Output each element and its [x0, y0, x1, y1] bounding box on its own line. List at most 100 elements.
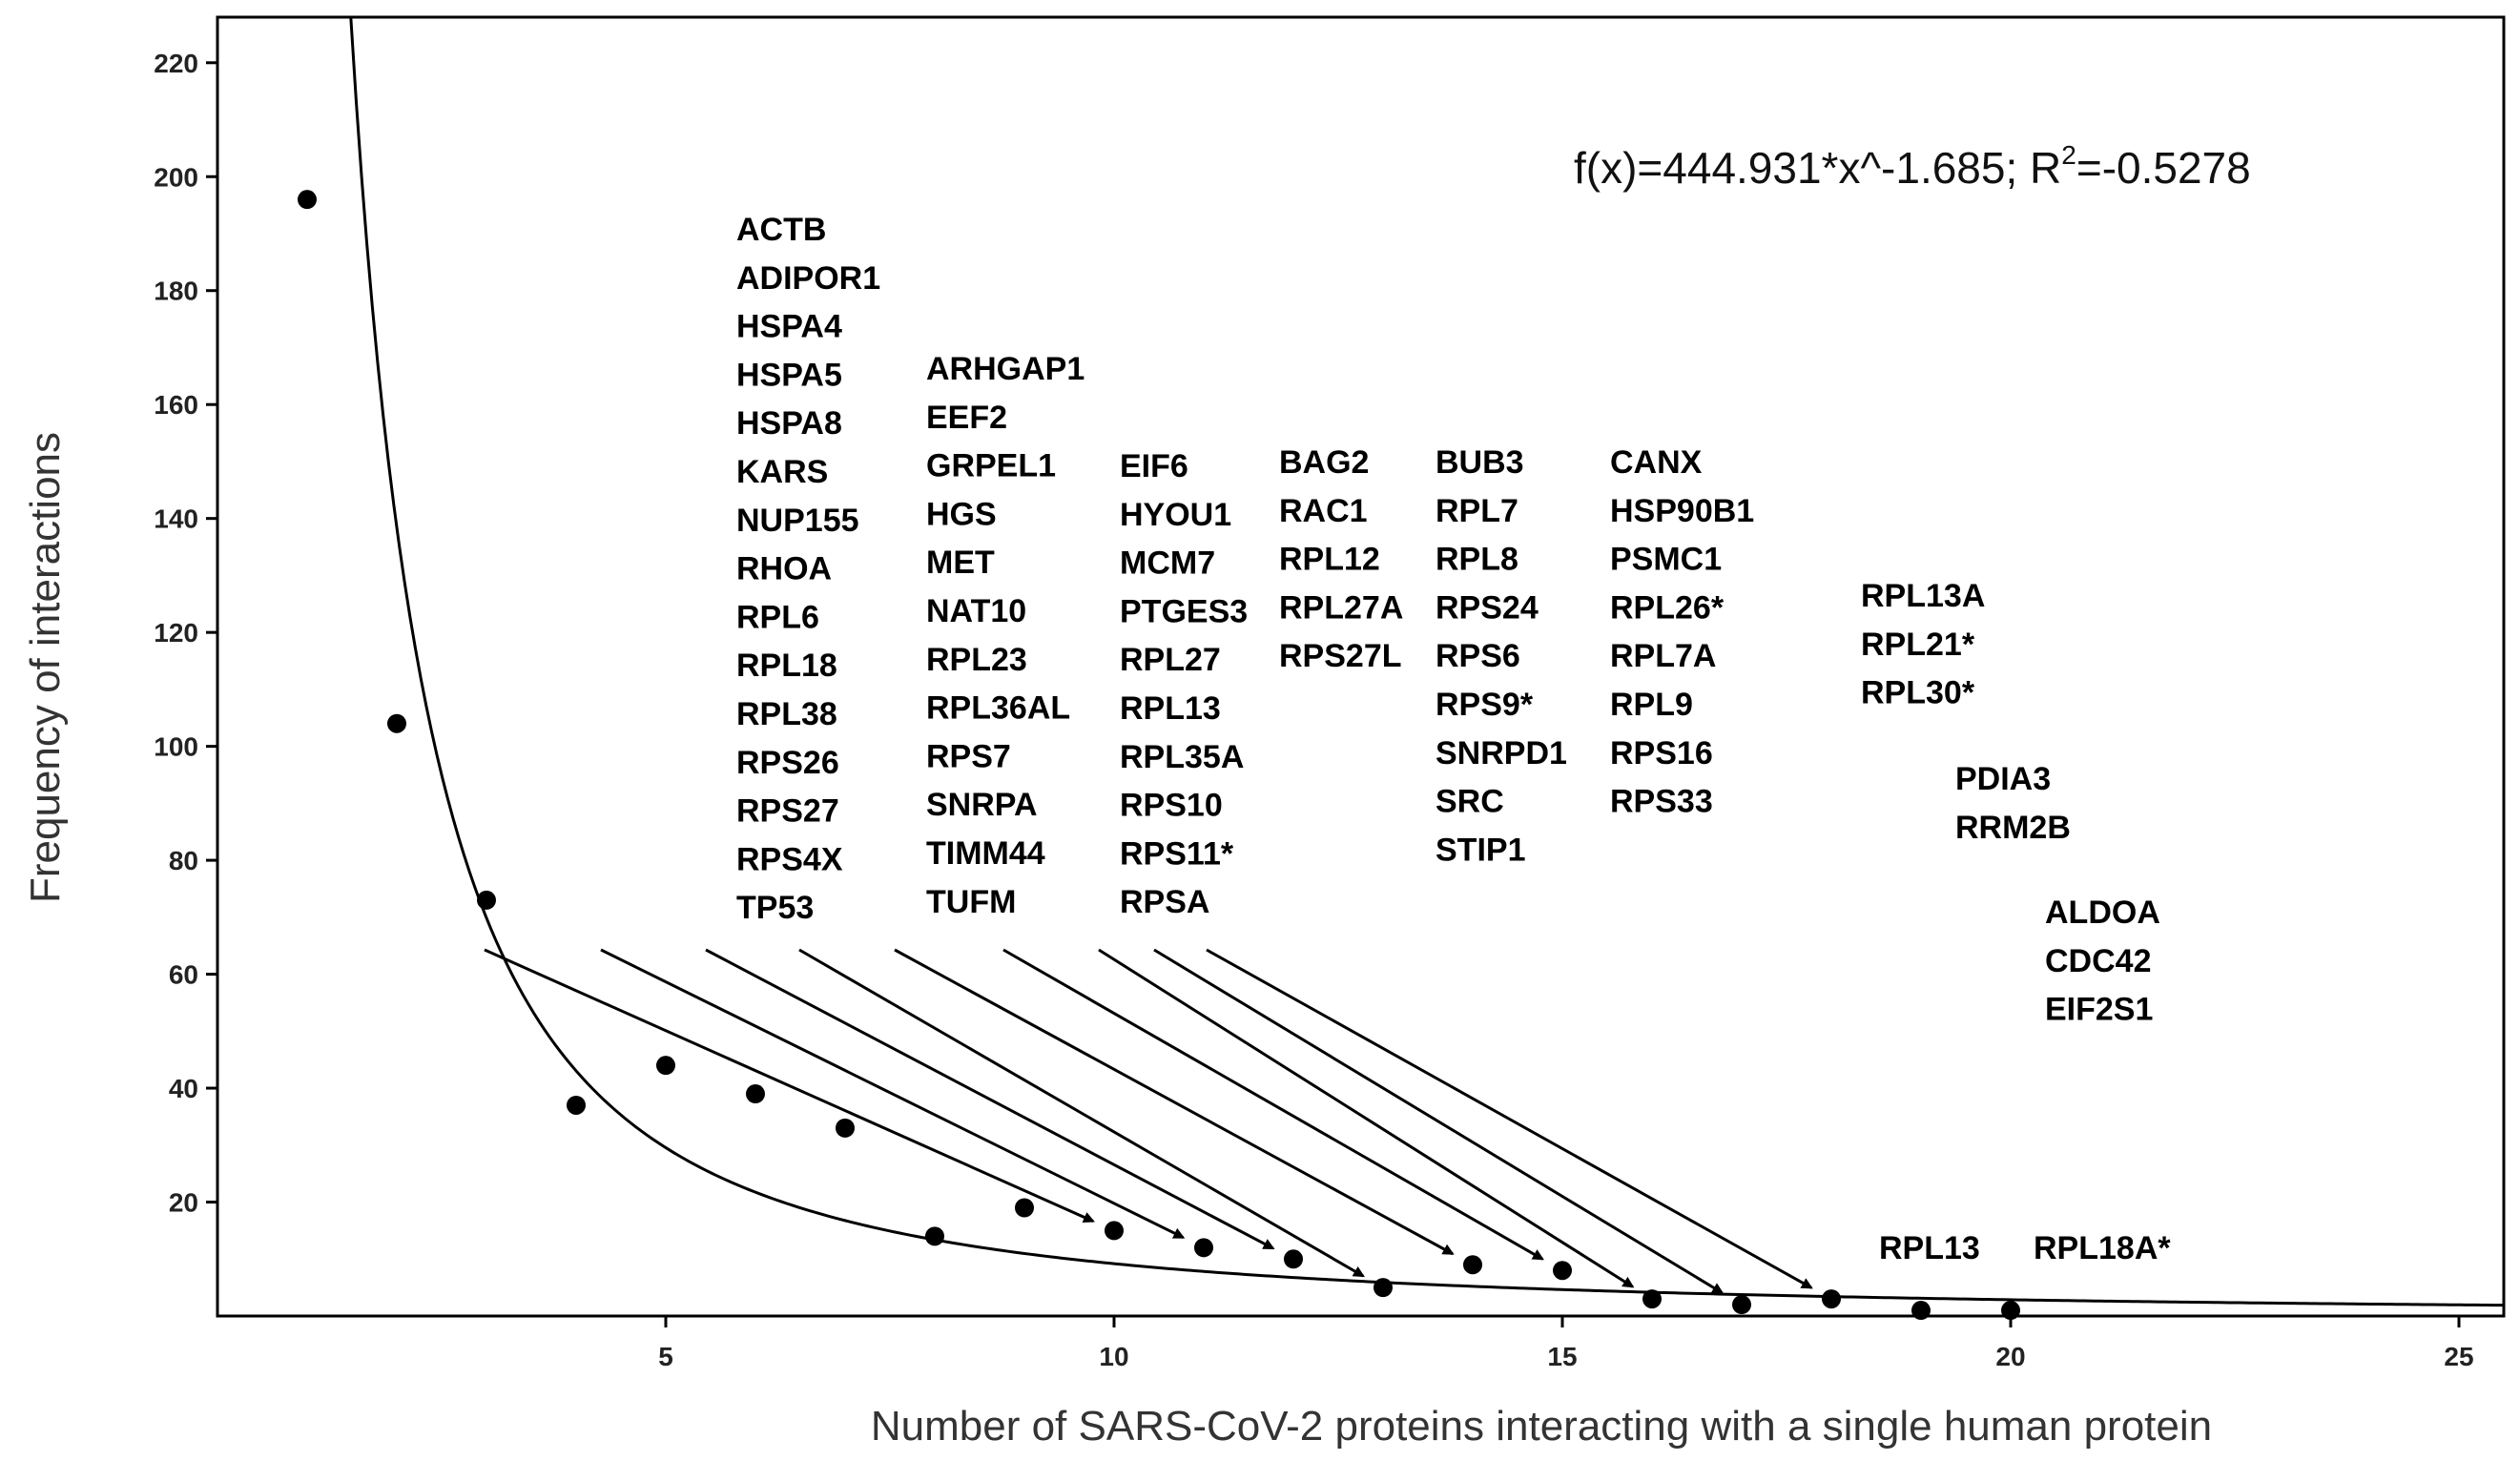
gene-label: RPL36AL: [926, 690, 1070, 727]
gene-label: RPS10: [1120, 788, 1223, 824]
data-point: [387, 713, 406, 733]
y-tick-label: 100: [154, 732, 198, 762]
data-point: [1822, 1289, 1841, 1309]
data-point: [1194, 1238, 1213, 1258]
gene-label: SNRPD1: [1436, 735, 1567, 771]
x-axis-title: Number of SARS-CoV-2 proteins interactin…: [871, 1403, 2212, 1450]
gene-label: HYOU1: [1120, 497, 1231, 533]
gene-label: RPL13A: [1861, 578, 1985, 614]
annotation-arrow: [705, 948, 1275, 1250]
x-tick-label: 5: [658, 1342, 673, 1371]
y-tick-label: 80: [169, 846, 198, 875]
gene-label: RPS4X: [736, 841, 843, 877]
y-tick-label: 20: [169, 1188, 198, 1218]
data-point: [2001, 1301, 2020, 1321]
data-point: [746, 1084, 765, 1104]
gene-label: SRC: [1436, 784, 1504, 820]
gene-label: HSPA5: [736, 357, 842, 393]
annotation-arrow: [1206, 948, 1813, 1289]
gene-label: HSP90B1: [1610, 493, 1754, 529]
annotation-group: ALDOA CDC42 EIF2S1: [1206, 895, 2160, 1289]
gene-label: RPS27L: [1279, 638, 1402, 674]
x-tick-label: 10: [1099, 1342, 1128, 1371]
data-point: [567, 1095, 586, 1115]
data-point: [1911, 1301, 1931, 1321]
gene-label: RPS26: [736, 745, 839, 781]
gene-label: RPL30*: [1861, 675, 1975, 711]
gene-label: RPL26*: [1610, 589, 1725, 626]
x-tick-label: 25: [2444, 1342, 2473, 1371]
y-tick-label: 120: [154, 618, 198, 648]
data-points: [298, 190, 2020, 1321]
gene-label: RPL9: [1610, 687, 1693, 723]
gene-label: CANX: [1610, 444, 1703, 481]
y-tick-label: 60: [169, 960, 198, 990]
gene-label: SNRPA: [926, 787, 1038, 823]
gene-label: PTGES3: [1120, 593, 1248, 629]
y-tick-label: 180: [154, 277, 198, 306]
gene-label: RPL8: [1436, 542, 1518, 578]
gene-label: EEF2: [926, 400, 1007, 436]
gene-label: TIMM44: [926, 835, 1045, 872]
gene-label: NUP155: [736, 503, 859, 539]
data-point: [1374, 1278, 1393, 1298]
annotation-arrow: [1098, 948, 1635, 1288]
data-point: [925, 1226, 944, 1246]
x-tick-label: 20: [1995, 1342, 2025, 1371]
gene-label: RPL7A: [1610, 638, 1716, 674]
gene-label: RPSA: [1120, 884, 1209, 920]
y-tick-label: 160: [154, 390, 198, 420]
gene-label: RRM2B: [1955, 810, 2071, 846]
fit-formula-tail: =-0.5278: [2076, 143, 2251, 193]
gene-label: NAT10: [926, 593, 1026, 629]
y-tick-label: 40: [169, 1074, 198, 1103]
gene-label: ALDOA: [2045, 895, 2160, 931]
annotation-group: RPL13A RPL21* RPL30*: [1098, 578, 1985, 1288]
gene-label: ACTB: [736, 212, 826, 248]
data-point: [298, 190, 317, 210]
annotation-arrow: [484, 948, 1095, 1224]
gene-label: HGS: [926, 496, 997, 532]
fit-formula-main: f(x)=444.931*x^-1.685; R: [1574, 143, 2061, 193]
gene-label: EIF6: [1120, 448, 1188, 484]
gene-label: RPS11*: [1120, 835, 1234, 872]
gene-label: BAG2: [1279, 444, 1369, 481]
data-point: [1553, 1261, 1572, 1281]
gene-label: TUFM: [926, 884, 1016, 920]
annotation-arrow: [1153, 948, 1725, 1294]
plot-frame: [216, 15, 2506, 1318]
data-point: [1105, 1221, 1124, 1241]
y-tick-label: 220: [154, 49, 198, 78]
data-point: [477, 890, 496, 910]
annotation-arrow: [1002, 948, 1544, 1261]
fit-formula: f(x)=444.931*x^-1.685; R2=-0.5278: [1574, 140, 2251, 193]
x-tick-label: 15: [1547, 1342, 1577, 1371]
y-tick-label: 140: [154, 504, 198, 534]
gene-label: TP53: [736, 890, 814, 926]
data-point: [1284, 1249, 1303, 1269]
gene-label: RPL38: [736, 696, 837, 732]
gene-label: BUB3: [1436, 444, 1524, 481]
gene-label: ARHGAP1: [926, 351, 1084, 387]
data-point: [1015, 1198, 1034, 1218]
gene-label: EIF2S1: [2045, 992, 2153, 1028]
gene-label: CDC42: [2045, 943, 2151, 979]
gene-label: RPS27: [736, 793, 839, 830]
gene-label: RPL13: [1879, 1230, 1980, 1266]
gene-label: PDIA3: [1955, 761, 2051, 797]
gene-label: RHOA: [736, 551, 832, 587]
data-point: [836, 1118, 855, 1138]
gene-label: RPS6: [1436, 638, 1520, 674]
annotation-group: PDIA3 RRM2B: [1153, 761, 2071, 1294]
gene-label: PSMC1: [1610, 542, 1722, 578]
data-point: [1463, 1255, 1482, 1275]
y-axis-title: Frequency of interactions: [22, 432, 69, 903]
y-tick-label: 200: [154, 162, 198, 192]
gene-label: RPL35A: [1120, 739, 1244, 775]
gene-label: GRPEL1: [926, 448, 1056, 484]
gene-label: RPL7: [1436, 493, 1518, 529]
annotation-group: BAG2 RAC1 RPL12 RPL27A RPS27L: [798, 444, 1403, 1278]
data-point: [656, 1056, 675, 1076]
gene-label: RPL12: [1279, 542, 1380, 578]
